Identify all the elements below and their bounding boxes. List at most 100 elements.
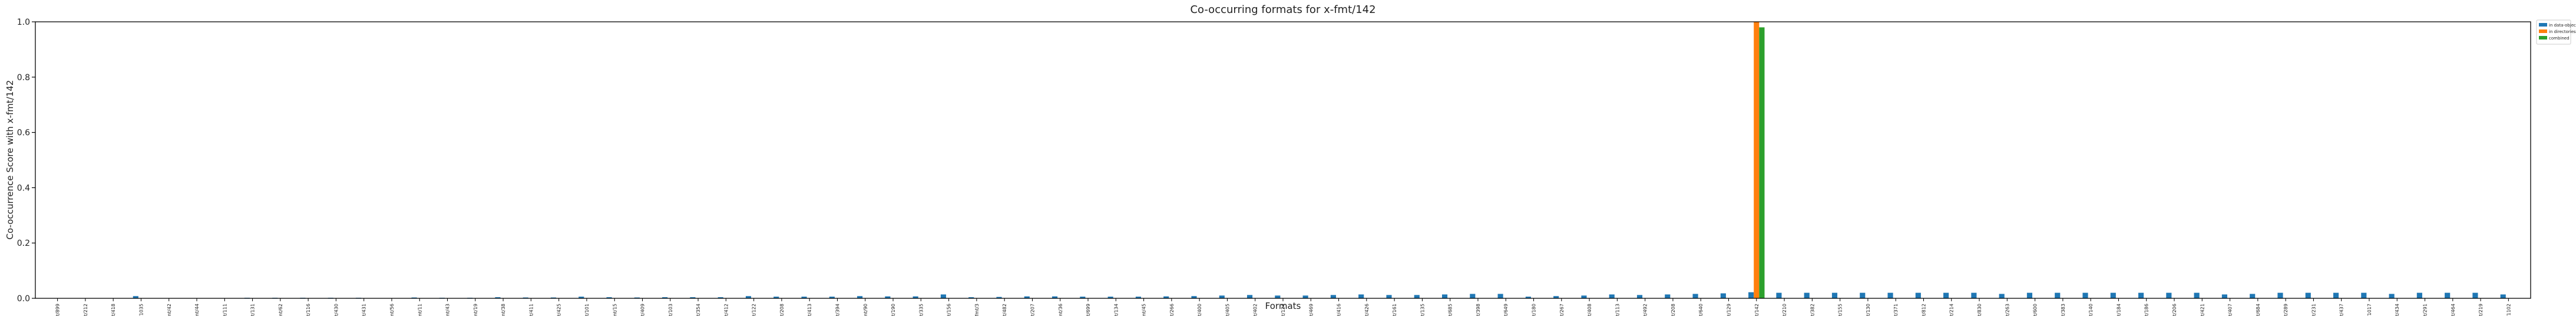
x-tick-label: fmt/421 xyxy=(2200,304,2205,316)
bar-in-data-objects xyxy=(1943,292,1949,298)
x-tick-label: fmt/469 xyxy=(1308,304,1314,316)
x-tick-label: x-fmt/186 xyxy=(2144,304,2150,316)
x-tick-label: fmt/56 xyxy=(389,304,395,316)
bar-in-data-objects xyxy=(2138,292,2144,298)
bar-in-data-objects xyxy=(2110,292,2116,298)
bar-in-data-objects xyxy=(1135,297,1142,298)
bar-in-data-objects xyxy=(1080,297,1086,298)
x-tick-label: fmt/116 xyxy=(306,304,311,316)
x-tick-label: fmt/161 xyxy=(1392,304,1397,316)
bar-in-data-objects xyxy=(2250,294,2256,298)
x-tick-label: x-fmt/207 xyxy=(1030,304,1035,316)
bar-in-data-objects xyxy=(1414,295,1420,298)
y-tick-label: 0.8 xyxy=(17,73,30,83)
bar-in-data-objects xyxy=(1497,294,1503,298)
bar-in-data-objects xyxy=(1330,295,1336,298)
bar-in-data-objects xyxy=(857,296,863,298)
bar-in-data-objects xyxy=(1553,296,1559,298)
x-tick-label: fmt/122 xyxy=(752,304,757,316)
x-tick-label: fmt/19 xyxy=(473,304,478,316)
x-tick-label: fmt/600 xyxy=(2033,304,2038,316)
x-tick-label: x-fmt/394 xyxy=(835,304,841,316)
legend-swatch xyxy=(2539,29,2547,33)
x-tick-label: x-fmt/62 xyxy=(278,304,283,316)
x-tick-label: x-fmt/190 xyxy=(891,304,896,316)
bar-in-data-objects xyxy=(495,297,501,298)
x-tick-label: fmt/44 xyxy=(194,304,200,316)
bar-in-data-objects xyxy=(1219,295,1225,298)
x-tick-label: x-fmt/335 xyxy=(918,304,924,316)
x-tick-label: x-fmt/219 xyxy=(2478,304,2484,316)
x-tick-label: x-fmt/402 xyxy=(1253,304,1258,316)
bar-in-data-objects xyxy=(2194,292,2200,298)
bar-in-data-objects xyxy=(996,297,1002,298)
bar-in-data-objects xyxy=(1609,294,1615,298)
bar-in-data-objects xyxy=(1665,294,1671,298)
bar-in-data-objects xyxy=(1302,295,1308,298)
x-tick-label: fmt/212 xyxy=(83,304,88,316)
x-tick-label: fmt/134 xyxy=(1113,304,1119,316)
x-tick-label: x-fmt/430 xyxy=(333,304,339,316)
x-tick-label: x-fmt/180 xyxy=(1532,304,1537,316)
y-tick-label: 0.6 xyxy=(17,129,30,138)
x-tick-label: fmt/398 xyxy=(1476,304,1481,316)
x-tick-label: fmt/1102 xyxy=(2506,304,2511,316)
legend-label: combined xyxy=(2549,36,2570,41)
x-tick-label: fmt/383 xyxy=(2061,304,2066,316)
x-tick-label: x-fmt/266 xyxy=(1169,304,1175,316)
x-tick-label: x-fmt/101 xyxy=(584,304,590,316)
bar-in-data-objects xyxy=(1386,295,1392,298)
x-tick-label: fmt/15 xyxy=(612,304,617,316)
x-tick-label: fmt/231 xyxy=(2311,304,2316,316)
x-tick-label: fmt/206 xyxy=(2172,304,2177,316)
x-tick-label: fmt/812 xyxy=(1921,304,1926,316)
bar-in-data-objects xyxy=(1024,296,1030,298)
legend-label: in data-objects xyxy=(2549,23,2576,28)
bar-in-data-objects xyxy=(1525,297,1531,298)
bar-in-data-objects xyxy=(2500,294,2506,298)
bar-in-data-objects xyxy=(1163,296,1169,298)
y-tick-label: 0.4 xyxy=(17,183,30,193)
x-tick-label: fmt/699 xyxy=(1086,304,1091,316)
bar-in-data-objects xyxy=(2333,292,2339,298)
x-tick-label: fmt/437 xyxy=(2339,304,2344,316)
bar-in-data-objects xyxy=(2221,294,2227,298)
x-tick-label: fmt/214 xyxy=(1949,304,1955,316)
x-tick-label: fmt/434 xyxy=(2395,304,2400,316)
x-tick-label: x-fmt/135 xyxy=(1420,304,1425,316)
bar-in-data-objects xyxy=(606,297,612,298)
bar-in-data-objects xyxy=(745,296,752,298)
x-tick-label: fmt/482 xyxy=(1002,304,1007,316)
bar-in-data-objects xyxy=(662,297,668,298)
bar-in-data-objects xyxy=(1358,294,1364,298)
x-tick-label: fmt/3 xyxy=(974,304,980,316)
bars-layer xyxy=(49,22,2506,298)
bar-in-data-objects xyxy=(829,297,835,298)
x-tick-label: fmt/354 xyxy=(696,304,701,316)
bar-in-data-objects xyxy=(773,297,779,298)
x-tick-label: fmt/640 xyxy=(1698,304,1704,316)
bar-in-data-objects xyxy=(1636,295,1643,298)
x-tick-label: x-fmt/411 xyxy=(528,304,534,316)
y-axis-ticks: 0.0 0.2 0.4 0.6 0.8 1.0 xyxy=(17,18,35,304)
x-tick-label: fmt/208 xyxy=(779,304,785,316)
x-tick-label: fmt/38 xyxy=(501,304,506,316)
bar-in-data-objects xyxy=(2416,292,2422,298)
x-tick-label: fmt/649 xyxy=(1503,304,1509,316)
x-tick-label: x-fmt/156 xyxy=(947,304,952,316)
x-tick-label: fmt/113 xyxy=(1615,304,1620,316)
bar-in-data-objects xyxy=(2389,294,2395,298)
x-tick-label: fmt/830 xyxy=(1977,304,1982,316)
x-tick-label: fmt/899 xyxy=(55,304,61,316)
x-tick-label: fmt/371 xyxy=(1893,304,1899,316)
legend: in data-objectsin directories combined xyxy=(2536,19,2576,45)
x-tick-label: x-fmt/431 xyxy=(362,304,367,316)
y-tick-label: 0.0 xyxy=(17,294,30,304)
x-tick-label: fmt/464 xyxy=(2451,304,2456,316)
x-tick-label: fmt/685 xyxy=(1448,304,1453,316)
x-tick-label: fmt/42 xyxy=(167,304,172,316)
x-tick-label: x-fmt/405 xyxy=(1225,304,1230,316)
bar-in-data-objects xyxy=(1971,292,1977,298)
x-tick-label: x-fmt/208 xyxy=(1671,304,1676,316)
bar-in-data-objects xyxy=(1441,294,1448,298)
